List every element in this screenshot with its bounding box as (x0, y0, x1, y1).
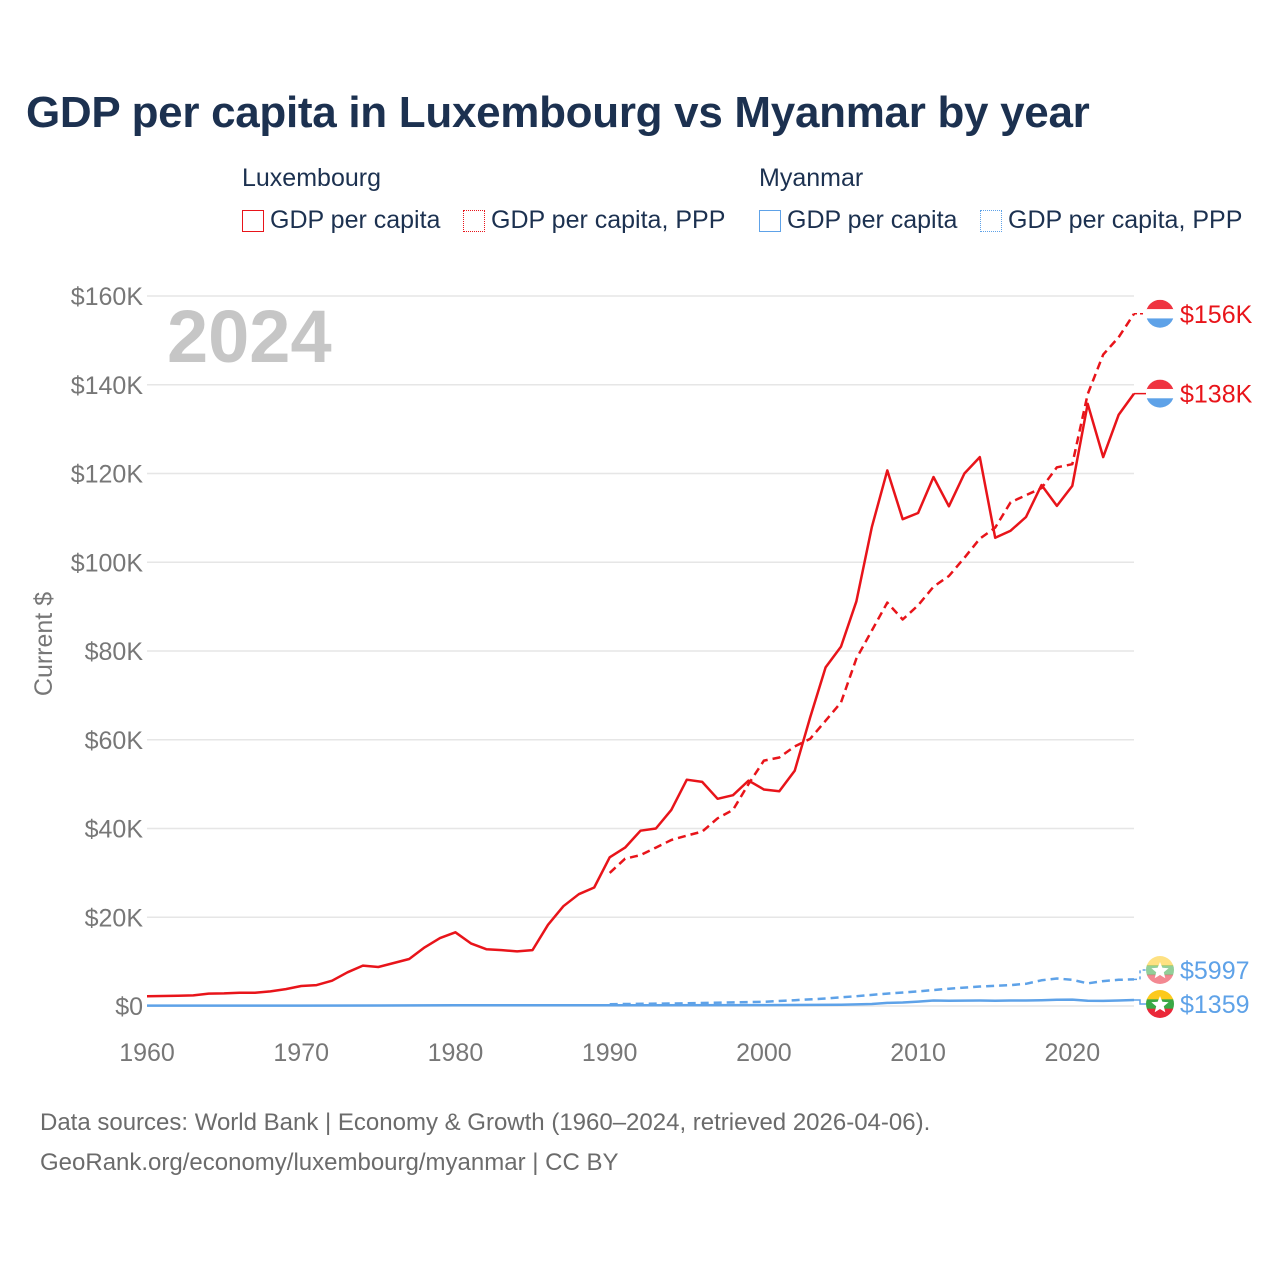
legend-label: GDP per capita, PPP (491, 206, 726, 234)
legend-item-myanmar-gdp[interactable]: GDP per capita (759, 206, 957, 235)
legend-group-myanmar: Myanmar (759, 164, 864, 192)
end-value-label: $5997 (1180, 957, 1250, 985)
legend-label: GDP per capita (787, 206, 958, 234)
end-connector (1134, 999, 1146, 1005)
flag-stripe (1146, 388, 1174, 399)
x-tick-label: 1980 (428, 1039, 484, 1067)
x-tick-label: 2010 (890, 1039, 946, 1067)
legend-swatch-dotted-red (463, 209, 485, 232)
series-line-myanmar-gdp-per-capita-ppp[interactable] (609, 977, 1135, 1006)
y-tick-label: $160K (71, 283, 144, 311)
legend-swatch-solid-red (242, 209, 264, 232)
x-tick-label: 1960 (119, 1039, 175, 1067)
x-tick-label: 2020 (1045, 1039, 1101, 1067)
year-watermark: 2024 (167, 295, 332, 378)
series-line-myanmar-gdp-per-capita[interactable] (147, 998, 1135, 1007)
grid-layer (147, 295, 1134, 1007)
endpoint-layer: $138K $156K $1359 $5997 (1134, 299, 1253, 1019)
x-tick-label: 2000 (736, 1039, 792, 1067)
flag-star (1151, 962, 1169, 979)
flag-stripe (1146, 299, 1174, 310)
flag-stripe (1146, 1008, 1174, 1018)
chart-title: GDP per capita in Luxembourg vs Myanmar … (26, 88, 1090, 137)
luxembourg-flag-icon (1146, 299, 1174, 328)
legend-item-luxembourg-gdp[interactable]: GDP per capita (242, 206, 440, 235)
y-tick-label: $60K (85, 727, 144, 755)
axis-layer: $0 $20K $40K $60K $80K $100K $120K $140K $160K 19… (71, 283, 1100, 1067)
series-line-luxembourg-gdp-per-capita-ppp[interactable] (608, 313, 1136, 874)
luxembourg-flag-icon (1146, 379, 1174, 408)
legend-swatch-solid-blue (759, 209, 781, 232)
flag-stripe (1146, 956, 1174, 966)
legend-label: GDP per capita (270, 206, 441, 234)
series-layer (146, 313, 1136, 1007)
y-axis-label: Current $ (30, 592, 58, 696)
flag-stripe (1146, 398, 1174, 408)
x-tick-label: 1990 (582, 1039, 638, 1067)
legend-item-luxembourg-gdp-ppp[interactable]: GDP per capita, PPP (463, 206, 725, 235)
flag-stripe (1146, 309, 1174, 319)
end-connector (1134, 969, 1146, 981)
legend-label: GDP per capita, PPP (1008, 206, 1243, 234)
x-tick-label: 1970 (273, 1039, 329, 1067)
flag-star (1151, 996, 1169, 1013)
myanmar-flag-icon (1146, 990, 1174, 1018)
y-tick-label: $20K (85, 904, 144, 932)
end-value-label: $138K (1180, 381, 1253, 409)
flag-stripe (1146, 974, 1174, 984)
y-tick-label: $80K (85, 638, 144, 666)
flag-stripe (1146, 990, 1174, 1000)
footer-credit: GeoRank.org/economy/luxembourg/myanmar |… (40, 1149, 619, 1176)
y-tick-label: $120K (71, 461, 144, 489)
legend-item-myanmar-gdp-ppp[interactable]: GDP per capita, PPP (980, 206, 1242, 235)
legend-group-luxembourg: Luxembourg (242, 164, 381, 192)
footer-sources: Data sources: World Bank | Economy & Gro… (40, 1109, 931, 1136)
y-tick-label: $100K (71, 549, 144, 577)
end-value-label: $156K (1180, 301, 1253, 329)
legend-swatch-dotted-blue (980, 209, 1002, 232)
flag-stripe (1146, 379, 1174, 390)
y-tick-label: $40K (85, 816, 144, 844)
y-tick-label: $0 (115, 993, 143, 1021)
series-line-luxembourg-gdp-per-capita[interactable] (146, 392, 1136, 998)
line-chart: 2024 Current $ $0 $20K $40K $60K $80K $100K $1… (30, 283, 1253, 1067)
myanmar-flag-icon (1146, 956, 1174, 984)
y-tick-label: $140K (71, 372, 144, 400)
end-value-label: $1359 (1180, 991, 1250, 1019)
flag-stripe (1146, 318, 1174, 328)
